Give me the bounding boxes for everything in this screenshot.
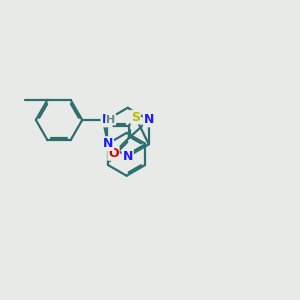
Text: N: N: [103, 137, 113, 150]
Text: N: N: [122, 150, 133, 163]
Text: S: S: [131, 111, 140, 124]
Text: O: O: [108, 147, 119, 160]
Text: N: N: [144, 113, 154, 127]
Text: H: H: [106, 115, 116, 124]
Text: N: N: [101, 113, 112, 127]
